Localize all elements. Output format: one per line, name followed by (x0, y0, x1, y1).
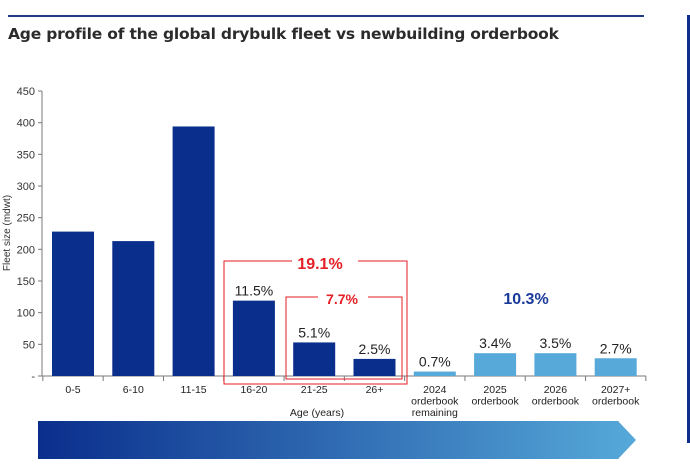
data-label: 0.7% (419, 354, 451, 370)
x-tick-label: 2027+ (601, 384, 631, 396)
data-label: 3.5% (539, 335, 571, 351)
bar (474, 353, 517, 376)
x-tick-label: 0-5 (65, 384, 80, 396)
y-tick-label: - (31, 371, 35, 383)
x-tick-label: 2024 (423, 384, 447, 396)
bar (52, 231, 94, 376)
bar (293, 342, 336, 376)
right-edge-bar (687, 15, 690, 443)
callout-7-7-percent: 7.7% (326, 291, 358, 307)
y-tick-label: 450 (17, 86, 35, 98)
x-tick-label: orderbook (532, 396, 580, 408)
data-label: 11.5% (235, 283, 274, 299)
x-tick-label: orderbook (411, 396, 459, 408)
y-tick-label: 200 (17, 244, 35, 256)
y-tick-label: 350 (17, 149, 35, 161)
label-backing (318, 290, 368, 306)
bar (413, 371, 456, 376)
timeline-arrow (38, 421, 636, 459)
x-tick-label: 26+ (366, 384, 384, 396)
bar (353, 358, 396, 376)
x-tick-label: 6-10 (123, 384, 144, 396)
bar (112, 241, 155, 376)
x-tick-label: 11-15 (181, 384, 207, 396)
y-tick-label: 400 (17, 118, 35, 130)
bar (594, 358, 637, 376)
callout-10-3-percent: 10.3% (503, 291, 548, 308)
x-tick-label: orderbook (592, 396, 640, 408)
x-tick-label: 2026 (544, 384, 568, 396)
x-tick-label: 16-20 (240, 384, 267, 396)
bar (172, 126, 215, 376)
title-rule (8, 15, 644, 17)
bar (232, 300, 275, 376)
bar (534, 353, 577, 376)
x-tick-label: orderbook (471, 396, 519, 408)
label-backing (292, 255, 358, 271)
data-label: 3.4% (479, 335, 511, 351)
chart-title: Age profile of the global drybulk fleet … (8, 25, 559, 43)
x-tick-label: 21-25 (301, 384, 328, 396)
data-label: 5.1% (298, 324, 330, 340)
y-tick-label: 150 (17, 276, 35, 288)
data-label: 2.7% (600, 340, 632, 356)
x-axis-title: Age (years) (290, 407, 344, 419)
y-tick-label: 100 (17, 308, 35, 320)
x-tick-label: 2025 (483, 384, 507, 396)
y-tick-label: 50 (23, 339, 35, 351)
callout-19-1-percent: 19.1% (297, 256, 342, 273)
y-tick-label: 250 (17, 213, 35, 225)
data-label: 2.5% (359, 341, 391, 357)
y-axis-title: Fleet size (mdwt) (2, 195, 13, 271)
x-tick-label: remaining (412, 407, 458, 419)
y-tick-label: 300 (17, 181, 35, 193)
